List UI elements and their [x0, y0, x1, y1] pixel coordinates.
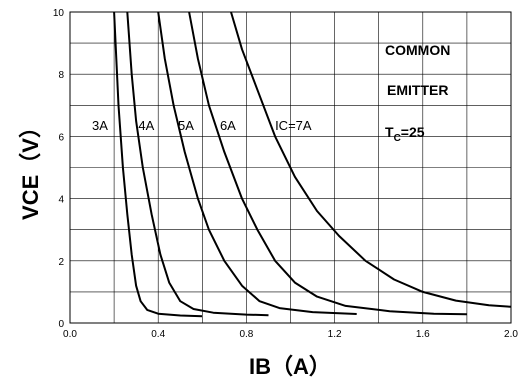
temperature-value: =25 — [401, 124, 425, 140]
y-tick-label: 8 — [58, 70, 64, 81]
x-tick-label: 1.6 — [416, 329, 430, 340]
curve-label: 5A — [178, 118, 194, 133]
annotation-common: COMMON — [385, 42, 450, 58]
curve-label: 4A — [138, 118, 154, 133]
x-tick-label: 0.0 — [63, 329, 77, 340]
curve-5a — [157, 11, 357, 315]
temperature-subscript: C — [394, 133, 401, 144]
x-axis-title: IB（A） — [249, 354, 331, 379]
x-tick-label: 0.4 — [151, 329, 165, 340]
curve-3a — [113, 11, 203, 318]
curve-label: IC=7A — [275, 118, 312, 133]
plot-frame — [69, 11, 512, 324]
curve-ic-7a — [230, 11, 512, 308]
y-tick-label: 10 — [53, 8, 65, 19]
y-axis-title: VCE（V） — [18, 116, 43, 220]
curve-label: 6A — [220, 118, 236, 133]
x-tick-label: 2.0 — [504, 329, 518, 340]
y-tick-label: 0 — [58, 319, 64, 330]
annotation-emitter: EMITTER — [387, 82, 448, 98]
y-tick-labels: 0 2 4 6 8 10 — [53, 8, 65, 330]
y-tick-label: 2 — [58, 257, 64, 268]
x-tick-labels: 0.0 0.4 0.8 1.2 1.6 2.0 — [63, 329, 518, 340]
curve-4a — [126, 11, 269, 317]
curve-labels: 3A 4A 5A 6A IC=7A — [92, 118, 312, 133]
x-tick-label: 1.2 — [328, 329, 342, 340]
y-tick-label: 4 — [58, 195, 64, 206]
temperature-label: TC=25 — [385, 124, 425, 144]
curve-6a — [188, 11, 467, 316]
curve-label: 3A — [92, 118, 108, 133]
temperature-symbol: T — [385, 124, 394, 140]
curves — [113, 11, 512, 318]
x-tick-label: 0.8 — [239, 329, 253, 340]
y-tick-label: 6 — [58, 132, 64, 143]
